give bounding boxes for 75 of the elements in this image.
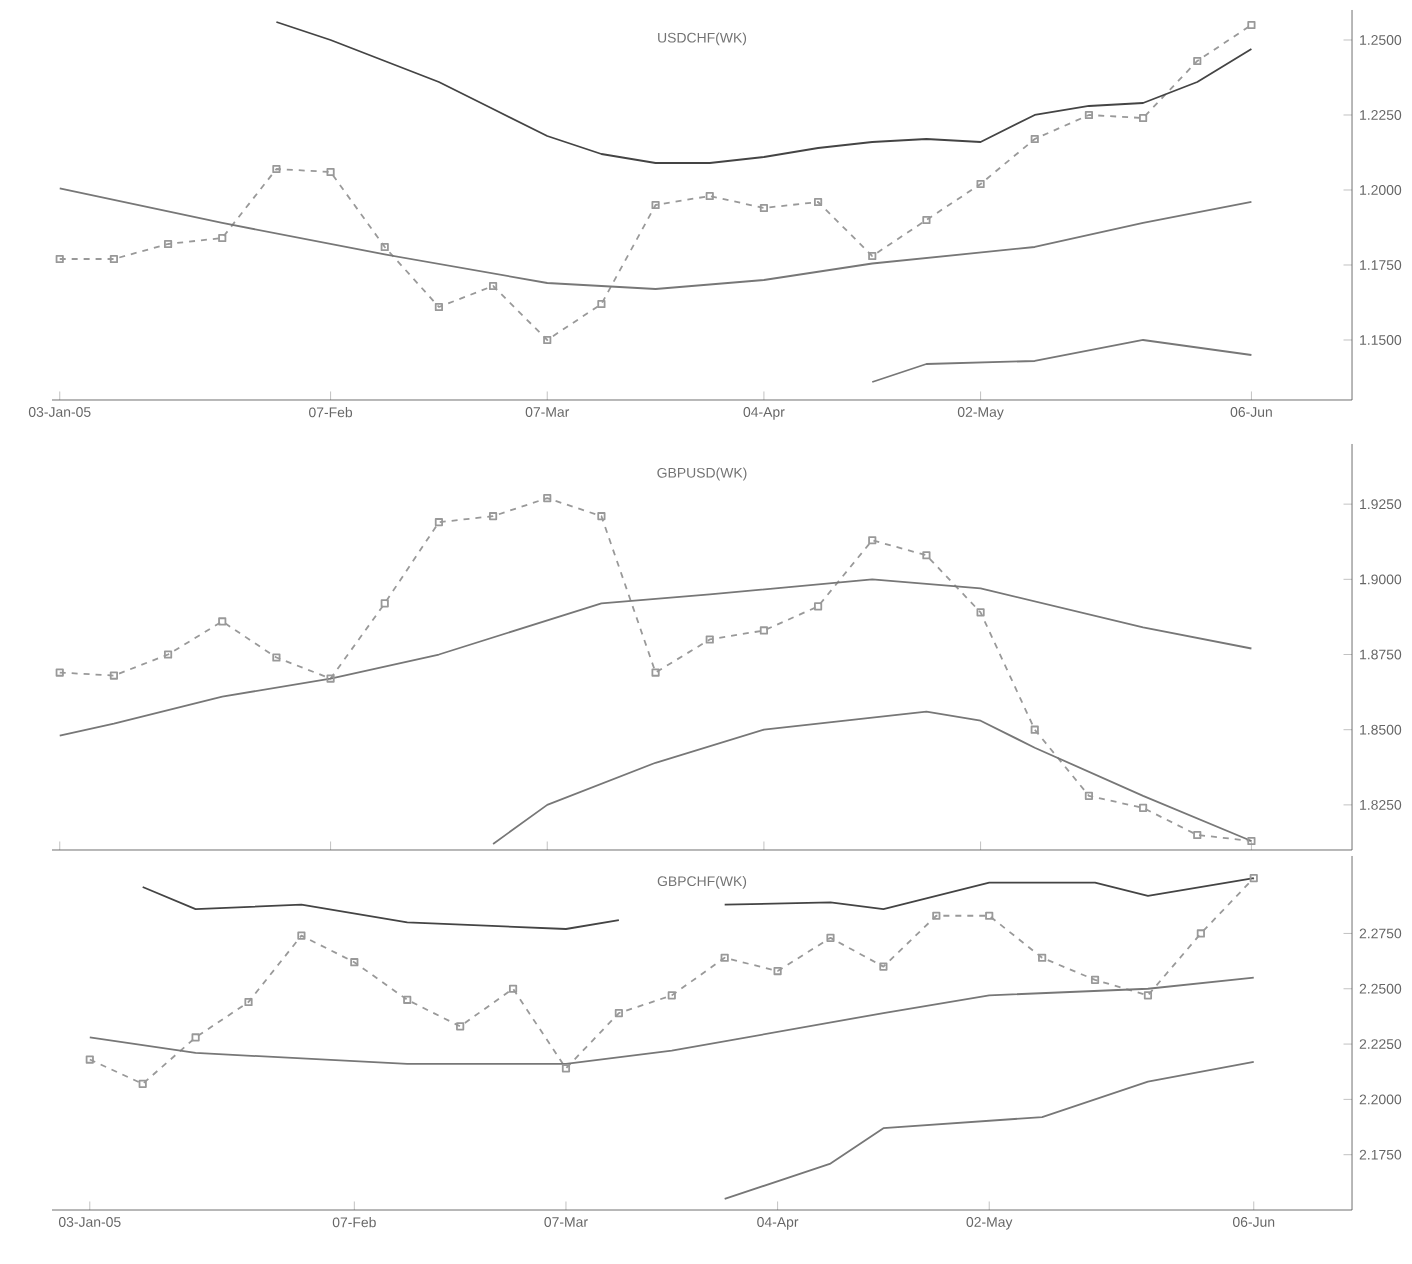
- point: [651, 200, 660, 210]
- point: [1193, 830, 1202, 840]
- point: [1247, 20, 1256, 30]
- line-series: [88, 976, 1255, 1065]
- point: [1139, 803, 1148, 812]
- point: [922, 215, 931, 225]
- point: [272, 653, 281, 662]
- point: [1247, 836, 1256, 846]
- point: [218, 233, 227, 243]
- point: [163, 650, 173, 659]
- point: [380, 599, 389, 608]
- point: [1084, 110, 1094, 120]
- point: [720, 953, 729, 962]
- point: [813, 197, 823, 207]
- point: [244, 997, 253, 1007]
- point: [488, 512, 498, 521]
- point: [1139, 113, 1148, 123]
- point: [55, 668, 64, 677]
- point: [1090, 975, 1100, 984]
- point: [1038, 953, 1047, 962]
- point: [380, 242, 389, 252]
- point: [1196, 929, 1205, 938]
- point: [109, 254, 118, 264]
- point: [773, 966, 782, 976]
- point: [868, 536, 877, 545]
- point: [1143, 991, 1153, 1000]
- point: [985, 911, 994, 920]
- point: [434, 518, 443, 527]
- point: [543, 494, 552, 503]
- point: [434, 302, 443, 312]
- point: [667, 991, 676, 1000]
- point: [218, 617, 227, 626]
- point: [826, 933, 835, 942]
- point: [508, 984, 518, 993]
- point: [488, 281, 498, 291]
- point: [1030, 134, 1039, 144]
- point: [868, 251, 877, 261]
- point: [651, 668, 660, 677]
- point: [1193, 56, 1202, 66]
- point: [326, 674, 335, 683]
- point: [561, 1064, 571, 1073]
- point: [297, 931, 306, 940]
- point: [1084, 791, 1094, 800]
- point: [597, 299, 606, 309]
- point: [932, 911, 941, 920]
- point: [759, 203, 768, 213]
- point: [976, 608, 985, 617]
- point: [326, 167, 335, 177]
- line-series: [492, 710, 1253, 845]
- point: [191, 1033, 200, 1042]
- point: [109, 671, 118, 680]
- point: [976, 179, 985, 189]
- point: [350, 958, 359, 967]
- point: [403, 995, 412, 1004]
- point: [705, 191, 714, 201]
- point: [597, 512, 606, 521]
- point: [759, 626, 768, 635]
- point: [1030, 725, 1039, 734]
- line-series: [723, 1060, 1255, 1200]
- point: [1249, 874, 1258, 883]
- point: [879, 962, 888, 971]
- point: [456, 1022, 465, 1031]
- point: [85, 1055, 94, 1064]
- point: [922, 551, 931, 560]
- point: [138, 1079, 147, 1088]
- point: [55, 254, 64, 264]
- line-series: [58, 187, 1253, 290]
- point: [813, 602, 823, 611]
- point: [614, 1009, 623, 1018]
- point: [163, 239, 173, 249]
- line-series: [871, 339, 1253, 383]
- point: [705, 635, 714, 644]
- point: [543, 335, 552, 345]
- point: [272, 164, 281, 174]
- line-series: [58, 578, 1253, 737]
